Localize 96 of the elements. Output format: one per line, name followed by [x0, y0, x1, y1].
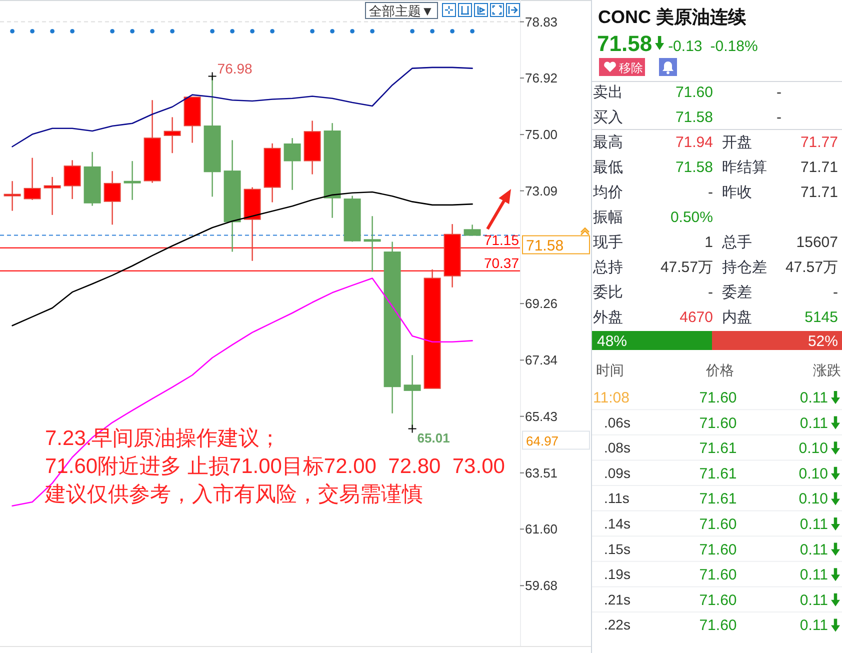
text: 0.11 [800, 516, 828, 533]
annotation: 65.01 [417, 430, 450, 446]
text: 15607 [796, 234, 838, 251]
text: 71.94 [675, 134, 713, 151]
text: 71.61 [699, 490, 737, 508]
text: 买入 [593, 109, 623, 126]
text: 71.60 [699, 390, 737, 406]
text: 71.60 [699, 516, 737, 533]
text: 外盘 [593, 309, 623, 326]
text: 0.50% [670, 209, 713, 226]
text: 0.11 [800, 541, 828, 558]
text: 振幅 [593, 209, 623, 226]
text: .22s [604, 616, 630, 633]
text: 11:08 [593, 390, 630, 406]
y-tick-label: 69.26 [525, 296, 558, 312]
ref-line-label: 70.37 [484, 254, 520, 271]
text: -0.13 [668, 38, 702, 55]
text: .08s [604, 440, 630, 456]
text: 内盘 [722, 309, 752, 326]
text: 71.61 [699, 465, 737, 482]
text: 总持 [592, 259, 623, 276]
text: - [833, 284, 838, 301]
data-label: 52% [808, 333, 838, 350]
text: 总手 [721, 234, 752, 251]
text: -0.18% [710, 38, 758, 55]
annotation: 7.23.早间原油操作建议； [45, 427, 281, 450]
text: 71.58 [597, 31, 652, 56]
text: 现手 [593, 234, 623, 251]
y-tick-label: 59.68 [525, 578, 558, 594]
annotation: 建议仅供参考，入市有风险，交易需谨慎 [44, 483, 423, 506]
text: 71.71 [800, 159, 838, 176]
text: 0.11 [800, 414, 828, 432]
text: 71.61 [699, 440, 737, 458]
text: - [776, 109, 782, 126]
text: - [708, 184, 713, 201]
text: 47.57万 [660, 259, 713, 276]
y-tick-label: 65.43 [525, 408, 558, 424]
text: 4670 [680, 309, 713, 326]
text: 0.11 [800, 390, 828, 406]
text: 71.71 [800, 184, 838, 201]
line-series [12, 191, 473, 326]
text: 委差 [722, 284, 752, 301]
text: 0.11 [800, 617, 828, 634]
text: 移除 [619, 61, 643, 75]
text: 71.60 [699, 541, 737, 558]
text: 价格 [705, 362, 734, 378]
text: 开盘 [722, 134, 752, 151]
text: 71.60 [699, 592, 737, 609]
data-label: 48% [597, 333, 628, 350]
text: 71.60 [699, 566, 737, 584]
y-tick-label: 78.83 [525, 14, 558, 30]
ref-line-label: 71.15 [484, 232, 520, 248]
y-tick-label: 67.34 [525, 352, 558, 368]
text: 71.77 [800, 134, 838, 151]
text: 0.11 [800, 566, 828, 584]
text: 0.10 [798, 490, 828, 508]
text: - [776, 84, 782, 101]
y-tick-label: 75.00 [525, 127, 558, 142]
text: 昨结算 [722, 159, 767, 176]
text: .06s [604, 414, 630, 430]
text: 委比 [593, 284, 623, 301]
annotation: 全部主题▼ [369, 4, 434, 18]
text: 71.60 [675, 84, 713, 101]
y-tick-label: 76.92 [525, 70, 558, 86]
y-tick-label: 63.51 [525, 465, 558, 480]
text: CONC 美原油连续 [598, 7, 747, 27]
text: 涨跌 [813, 362, 841, 378]
text: .15s [604, 540, 630, 557]
text: 持仓差 [722, 259, 767, 276]
text: 5145 [804, 309, 838, 326]
text: 均价 [592, 184, 623, 201]
text: .21s [604, 591, 630, 608]
text: 71.60 [699, 617, 737, 634]
text: 0.11 [800, 592, 828, 609]
text: - [708, 284, 713, 301]
ref-line-label: 71.58 [526, 237, 564, 254]
y-tick-label: 73.09 [525, 183, 558, 198]
text: .14s [604, 516, 630, 532]
text: 1 [704, 234, 713, 251]
text: .11s [604, 490, 630, 506]
text: 64.97 [526, 434, 559, 449]
text: 71.58 [675, 109, 713, 126]
text: .19s [604, 566, 630, 582]
text: 0.10 [798, 465, 828, 482]
text: 卖出 [593, 84, 623, 101]
text: 最高 [593, 134, 623, 151]
text: 时间 [596, 362, 624, 378]
text: 71.58 [675, 159, 713, 176]
text: 47.57万 [785, 259, 838, 276]
text: 0.10 [798, 440, 828, 458]
text: 昨收 [722, 184, 752, 201]
text: .09s [604, 464, 630, 481]
y-tick-label: 61.60 [525, 522, 558, 537]
text: 最低 [593, 159, 623, 176]
text: 71.60 [699, 414, 737, 432]
annotation: 76.98 [217, 60, 253, 76]
